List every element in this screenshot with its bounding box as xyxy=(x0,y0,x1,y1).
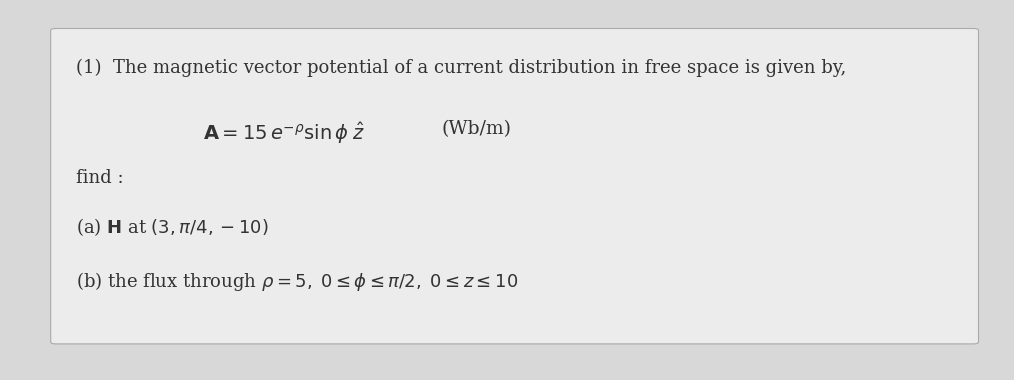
Text: find :: find : xyxy=(76,169,124,187)
Text: $\mathbf{A} = 15\,e^{-\rho}\sin\phi\;\hat{z}$: $\mathbf{A} = 15\,e^{-\rho}\sin\phi\;\ha… xyxy=(203,120,365,146)
Text: (1)  The magnetic vector potential of a current distribution in free space is gi: (1) The magnetic vector potential of a c… xyxy=(76,59,847,77)
Text: (a) $\mathbf{H}$ at $(3,\pi/4,-10)$: (a) $\mathbf{H}$ at $(3,\pi/4,-10)$ xyxy=(76,217,269,238)
Text: (b) the flux through $\rho=5,\;0\leq\phi\leq\pi/2,\;0\leq z\leq10$: (b) the flux through $\rho=5,\;0\leq\phi… xyxy=(76,270,518,293)
Text: (Wb/m): (Wb/m) xyxy=(441,120,511,138)
